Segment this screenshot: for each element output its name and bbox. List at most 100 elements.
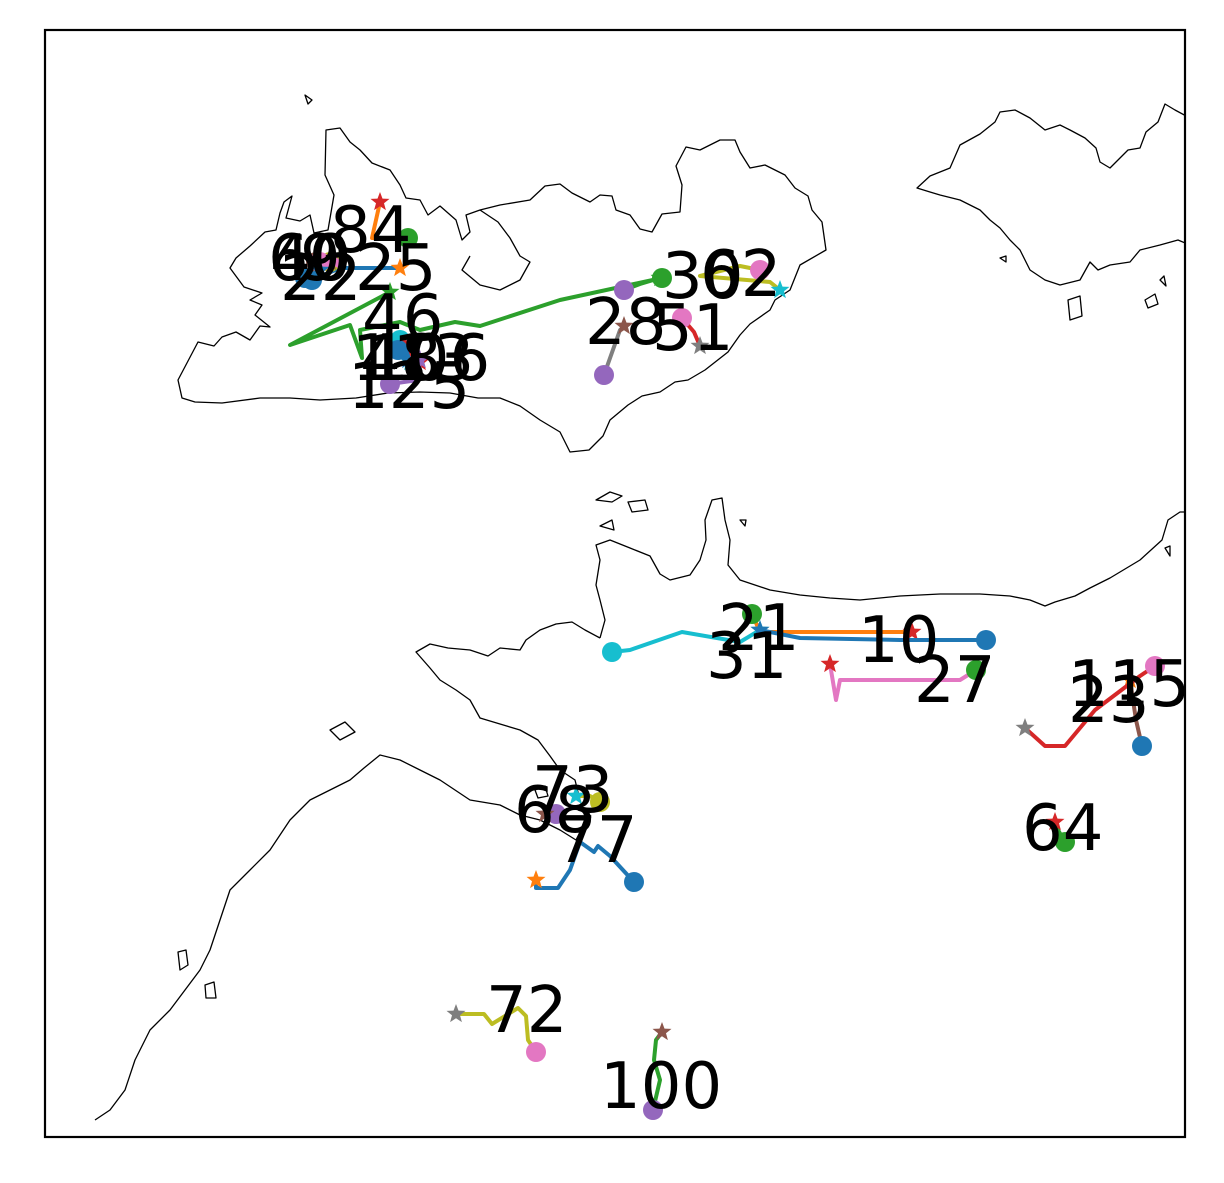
track-label: 100 [600, 1050, 722, 1124]
track-label: 64 [1022, 792, 1103, 866]
track-115 [1120, 670, 1152, 756]
track-label: 106 [368, 322, 490, 396]
track-start-marker [590, 792, 610, 812]
track-start-marker [624, 872, 644, 892]
coastline-northeast-land [916, 103, 1185, 286]
track-line [1023, 664, 1157, 748]
track-start-marker [1145, 656, 1165, 676]
track-84 [370, 192, 418, 248]
track-end-star-icon [410, 350, 430, 369]
track-label: 77 [556, 804, 637, 878]
track-start-marker [1132, 736, 1152, 756]
track-label: 62 [700, 238, 781, 312]
track-start-marker [672, 308, 692, 328]
track-label: 46 [362, 282, 443, 356]
coastline-southwest-islet-3 [204, 981, 217, 999]
track-label: 115 [1068, 648, 1190, 722]
track-line [610, 628, 762, 654]
track-label: 125 [348, 350, 470, 424]
track-start-marker [546, 804, 566, 824]
track-end-star-icon [380, 282, 400, 301]
track-start-marker [398, 228, 418, 248]
track-end-star-icon [566, 786, 586, 805]
track-30 [614, 268, 670, 300]
track-label: 72 [486, 974, 567, 1048]
track-100 [643, 1022, 672, 1120]
track-line [454, 1006, 538, 1054]
coastline-north-island [177, 127, 827, 453]
track-line [828, 662, 978, 702]
track-73 [566, 786, 610, 812]
track-start-marker [614, 280, 634, 300]
track-end-star-icon [390, 258, 410, 277]
track-start-marker [388, 340, 408, 360]
track-72 [446, 1004, 546, 1062]
track-label: 25 [355, 232, 436, 306]
track-end-star-icon [1045, 812, 1065, 831]
track-10 [750, 620, 996, 650]
track-end-star-icon [614, 316, 634, 335]
track-end-star-icon [650, 268, 670, 287]
track-start-marker [526, 1042, 546, 1062]
track-line [370, 200, 410, 240]
track-label: 84 [330, 194, 411, 268]
track-start-marker [594, 365, 614, 385]
coastline-layer [94, 94, 1185, 1121]
track-start-marker [976, 630, 996, 650]
track-start-marker [742, 604, 762, 624]
track-label: 31 [706, 620, 787, 694]
track-label: 48 [360, 322, 441, 396]
track-label: 51 [652, 292, 733, 366]
coastline-northeast-islet-3 [1159, 275, 1167, 287]
coastline-middle-islet-3 [599, 519, 615, 531]
track-label: 22 [280, 242, 361, 316]
track-start-marker [602, 642, 622, 662]
track-line [288, 276, 664, 360]
track-22 [295, 260, 330, 288]
track-label: 27 [914, 644, 995, 718]
track-label: 23 [1068, 664, 1149, 738]
track-end-star-icon [330, 248, 350, 267]
track-end-star-icon [750, 620, 770, 639]
track-start-marker [750, 260, 770, 280]
track-label: 68 [514, 774, 595, 848]
track-113 [388, 340, 418, 369]
coastline-southwest-islet-1 [329, 721, 356, 741]
coastline-north-islet [304, 94, 313, 105]
coastline-southwest-islet-4 [534, 785, 549, 799]
coastline-southwest-islet-2 [177, 949, 189, 971]
track-line [698, 264, 782, 292]
track-end-star-icon [652, 1022, 672, 1041]
track-end-star-icon [690, 336, 710, 355]
track-start-marker [966, 660, 986, 680]
track-64 [1045, 812, 1075, 852]
track-end-star-icon [446, 1004, 466, 1023]
track-28 [594, 316, 634, 385]
track-label: 28 [585, 286, 666, 360]
track-line [534, 840, 636, 890]
coastline-northeast-islet-1 [1067, 295, 1083, 321]
coastline-northeast-islet-4 [999, 255, 1007, 263]
track-label: 73 [532, 754, 613, 828]
track-21 [742, 604, 922, 641]
track-label: 60 [268, 222, 349, 296]
coastline-southwest-mainland [94, 621, 601, 1121]
track-label: 30 [662, 240, 743, 314]
track-label: 21 [718, 592, 799, 666]
track-end-star-icon [370, 192, 390, 211]
map-frame [43, 28, 1187, 1139]
track-start-marker [643, 1100, 663, 1120]
track-68 [535, 804, 566, 824]
track-23 [1015, 656, 1165, 748]
coastline-middle-islet-1 [595, 491, 623, 503]
track-start-marker [295, 268, 315, 288]
track-end-star-icon [770, 280, 790, 299]
track-end-star-icon [1120, 670, 1140, 689]
coastline-middle-mainland [595, 497, 1185, 639]
track-start-marker [1055, 832, 1075, 852]
track-end-star-icon [310, 260, 330, 279]
track-51 [672, 308, 710, 355]
track-62 [698, 260, 790, 299]
track-label: 10 [858, 604, 939, 678]
